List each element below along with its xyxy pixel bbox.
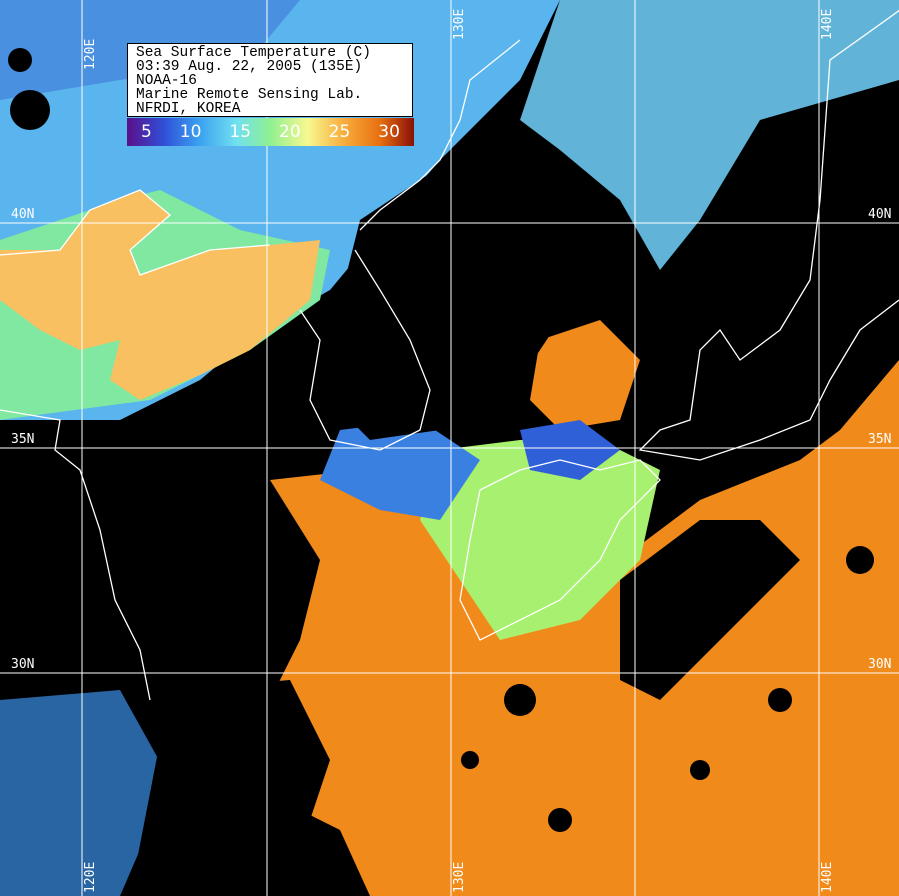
lon-label-130e-bottom: 130E xyxy=(452,861,467,893)
lat-label-40n-right: 40N xyxy=(868,207,892,222)
colorbar-tick: 5 xyxy=(140,122,152,142)
colorbar-tick: 10 xyxy=(179,122,202,142)
cool-patch xyxy=(320,420,480,520)
lat-label-40n: 40N xyxy=(11,207,35,222)
legend-satellite: NOAA-16 xyxy=(136,73,197,89)
colorbar-tick: 25 xyxy=(328,122,351,142)
cool-patch xyxy=(0,690,170,896)
lon-label-130e-top: 130E xyxy=(452,8,467,40)
lon-label-140e-bottom: 140E xyxy=(820,861,835,893)
warm-water-region xyxy=(530,320,640,430)
lon-label-120e: 120E xyxy=(83,38,98,70)
legend-lab: Marine Remote Sensing Lab. xyxy=(136,87,363,103)
lat-label-35n: 35N xyxy=(11,432,35,447)
lon-label-140e-top: 140E xyxy=(820,8,835,40)
legend-datetime: 03:39 Aug. 22, 2005 (135E) xyxy=(136,59,363,75)
colorbar: 5 10 15 20 25 30 xyxy=(127,118,414,146)
coastline xyxy=(0,9,899,701)
cool-patch xyxy=(520,420,620,480)
legend-org: NFRDI, KOREA xyxy=(136,101,241,117)
warm-water-region xyxy=(260,360,899,896)
lat-label-35n-right: 35N xyxy=(868,432,892,447)
cloud-mask xyxy=(0,48,899,896)
colorbar-tick: 20 xyxy=(279,122,301,142)
lat-label-30n: 30N xyxy=(11,657,35,672)
lon-label-120e-bottom: 120E xyxy=(83,861,98,893)
colorbar-tick: 30 xyxy=(378,122,400,142)
colorbar-tick: 15 xyxy=(229,122,252,142)
cool-water-region xyxy=(520,0,899,270)
bohai-warm-region xyxy=(0,190,320,400)
legend-box: Sea Surface Temperature (C) 03:39 Aug. 2… xyxy=(127,43,413,117)
lat-label-30n-right: 30N xyxy=(868,657,892,672)
legend-title: Sea Surface Temperature (C) xyxy=(136,45,371,61)
